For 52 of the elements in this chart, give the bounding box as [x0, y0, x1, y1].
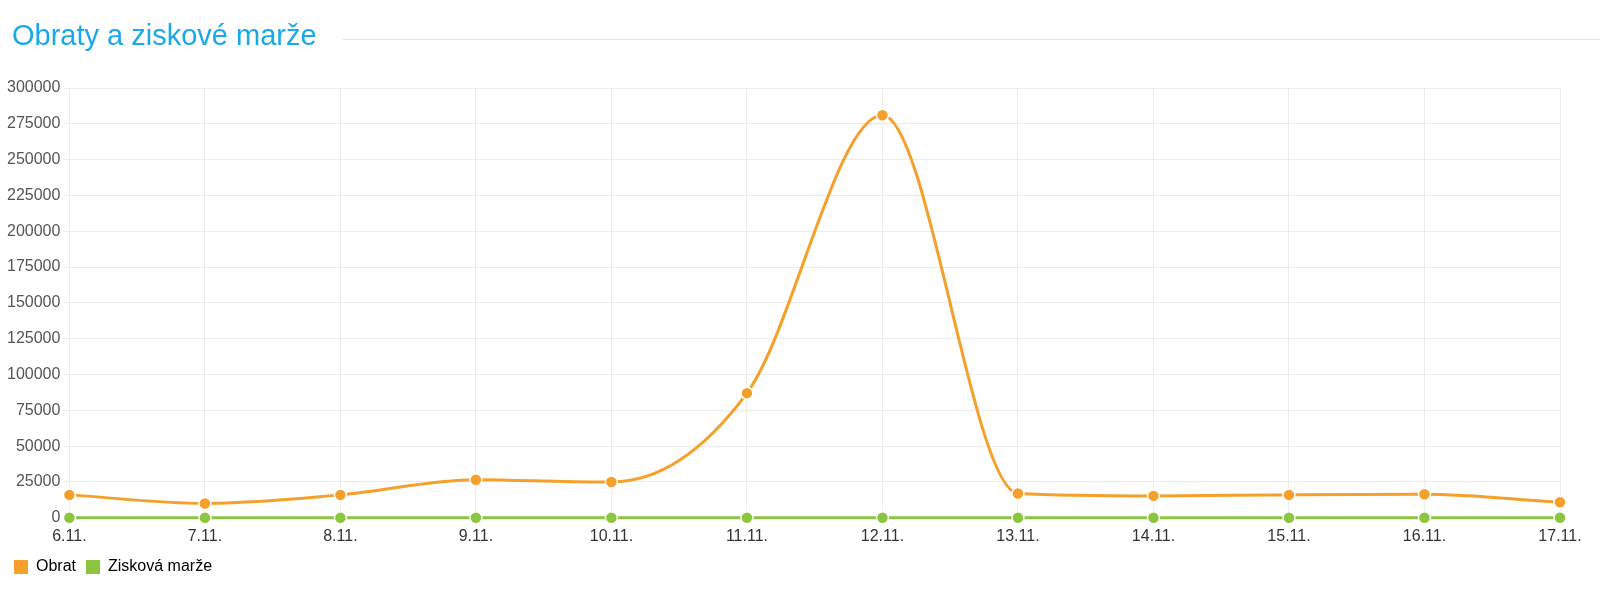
y-tick-label: 75000	[15, 400, 61, 418]
y-tick-label: 225000	[7, 185, 61, 203]
point	[1011, 486, 1025, 501]
x-tick-label: 7.11.	[187, 526, 223, 544]
x-tick-label: 15.11.	[1267, 526, 1311, 544]
y-tick-label: 150000	[7, 293, 61, 311]
point	[198, 511, 212, 525]
point	[875, 108, 890, 122]
point	[469, 473, 483, 487]
point	[1146, 511, 1161, 525]
point	[1282, 488, 1296, 502]
point	[740, 511, 754, 525]
legend-label: Zisková marže	[108, 557, 213, 575]
y-tick-label: 125000	[7, 329, 61, 347]
point	[604, 511, 619, 525]
point	[1553, 495, 1567, 510]
y-tick-label: 300000	[7, 78, 61, 96]
x-tick-label: 11.11.	[725, 526, 768, 544]
point	[875, 511, 890, 525]
point	[740, 386, 754, 400]
x-tick-label: 16.11.	[1402, 526, 1447, 544]
point	[469, 511, 483, 525]
point	[1011, 511, 1025, 525]
point	[62, 511, 77, 525]
y-tick-label: 275000	[7, 114, 61, 132]
x-tick-label: 12.11.	[860, 526, 905, 544]
point	[1146, 489, 1161, 503]
x-tick-label: 10.11.	[589, 526, 634, 544]
point	[333, 488, 348, 502]
point	[1282, 511, 1296, 525]
y-tick-label: 175000	[7, 257, 61, 275]
y-tick-label: 250000	[7, 150, 61, 168]
y-tick-label: 100000	[7, 364, 61, 382]
x-tick-label: 9.11.	[458, 526, 494, 544]
y-tick-label: 25000	[15, 472, 61, 490]
x-tick-label: 14.11.	[1131, 526, 1176, 544]
x-tick-label: 17.11.	[1538, 526, 1582, 544]
point	[333, 511, 348, 525]
point	[604, 475, 619, 489]
point	[198, 496, 212, 511]
point	[62, 488, 77, 502]
legend-label: Obrat	[36, 557, 77, 575]
point	[1417, 487, 1432, 502]
chart-title: Obraty a ziskové marže	[12, 18, 317, 52]
y-tick-label: 50000	[15, 436, 61, 454]
y-tick-label: 0	[51, 508, 61, 526]
x-tick-label: 13.11.	[996, 526, 1040, 544]
x-tick-label: 8.11.	[323, 526, 358, 544]
point	[1417, 511, 1432, 525]
y-tick-label: 200000	[7, 221, 61, 239]
point	[1553, 511, 1567, 525]
x-tick-label: 6.11.	[52, 526, 87, 544]
